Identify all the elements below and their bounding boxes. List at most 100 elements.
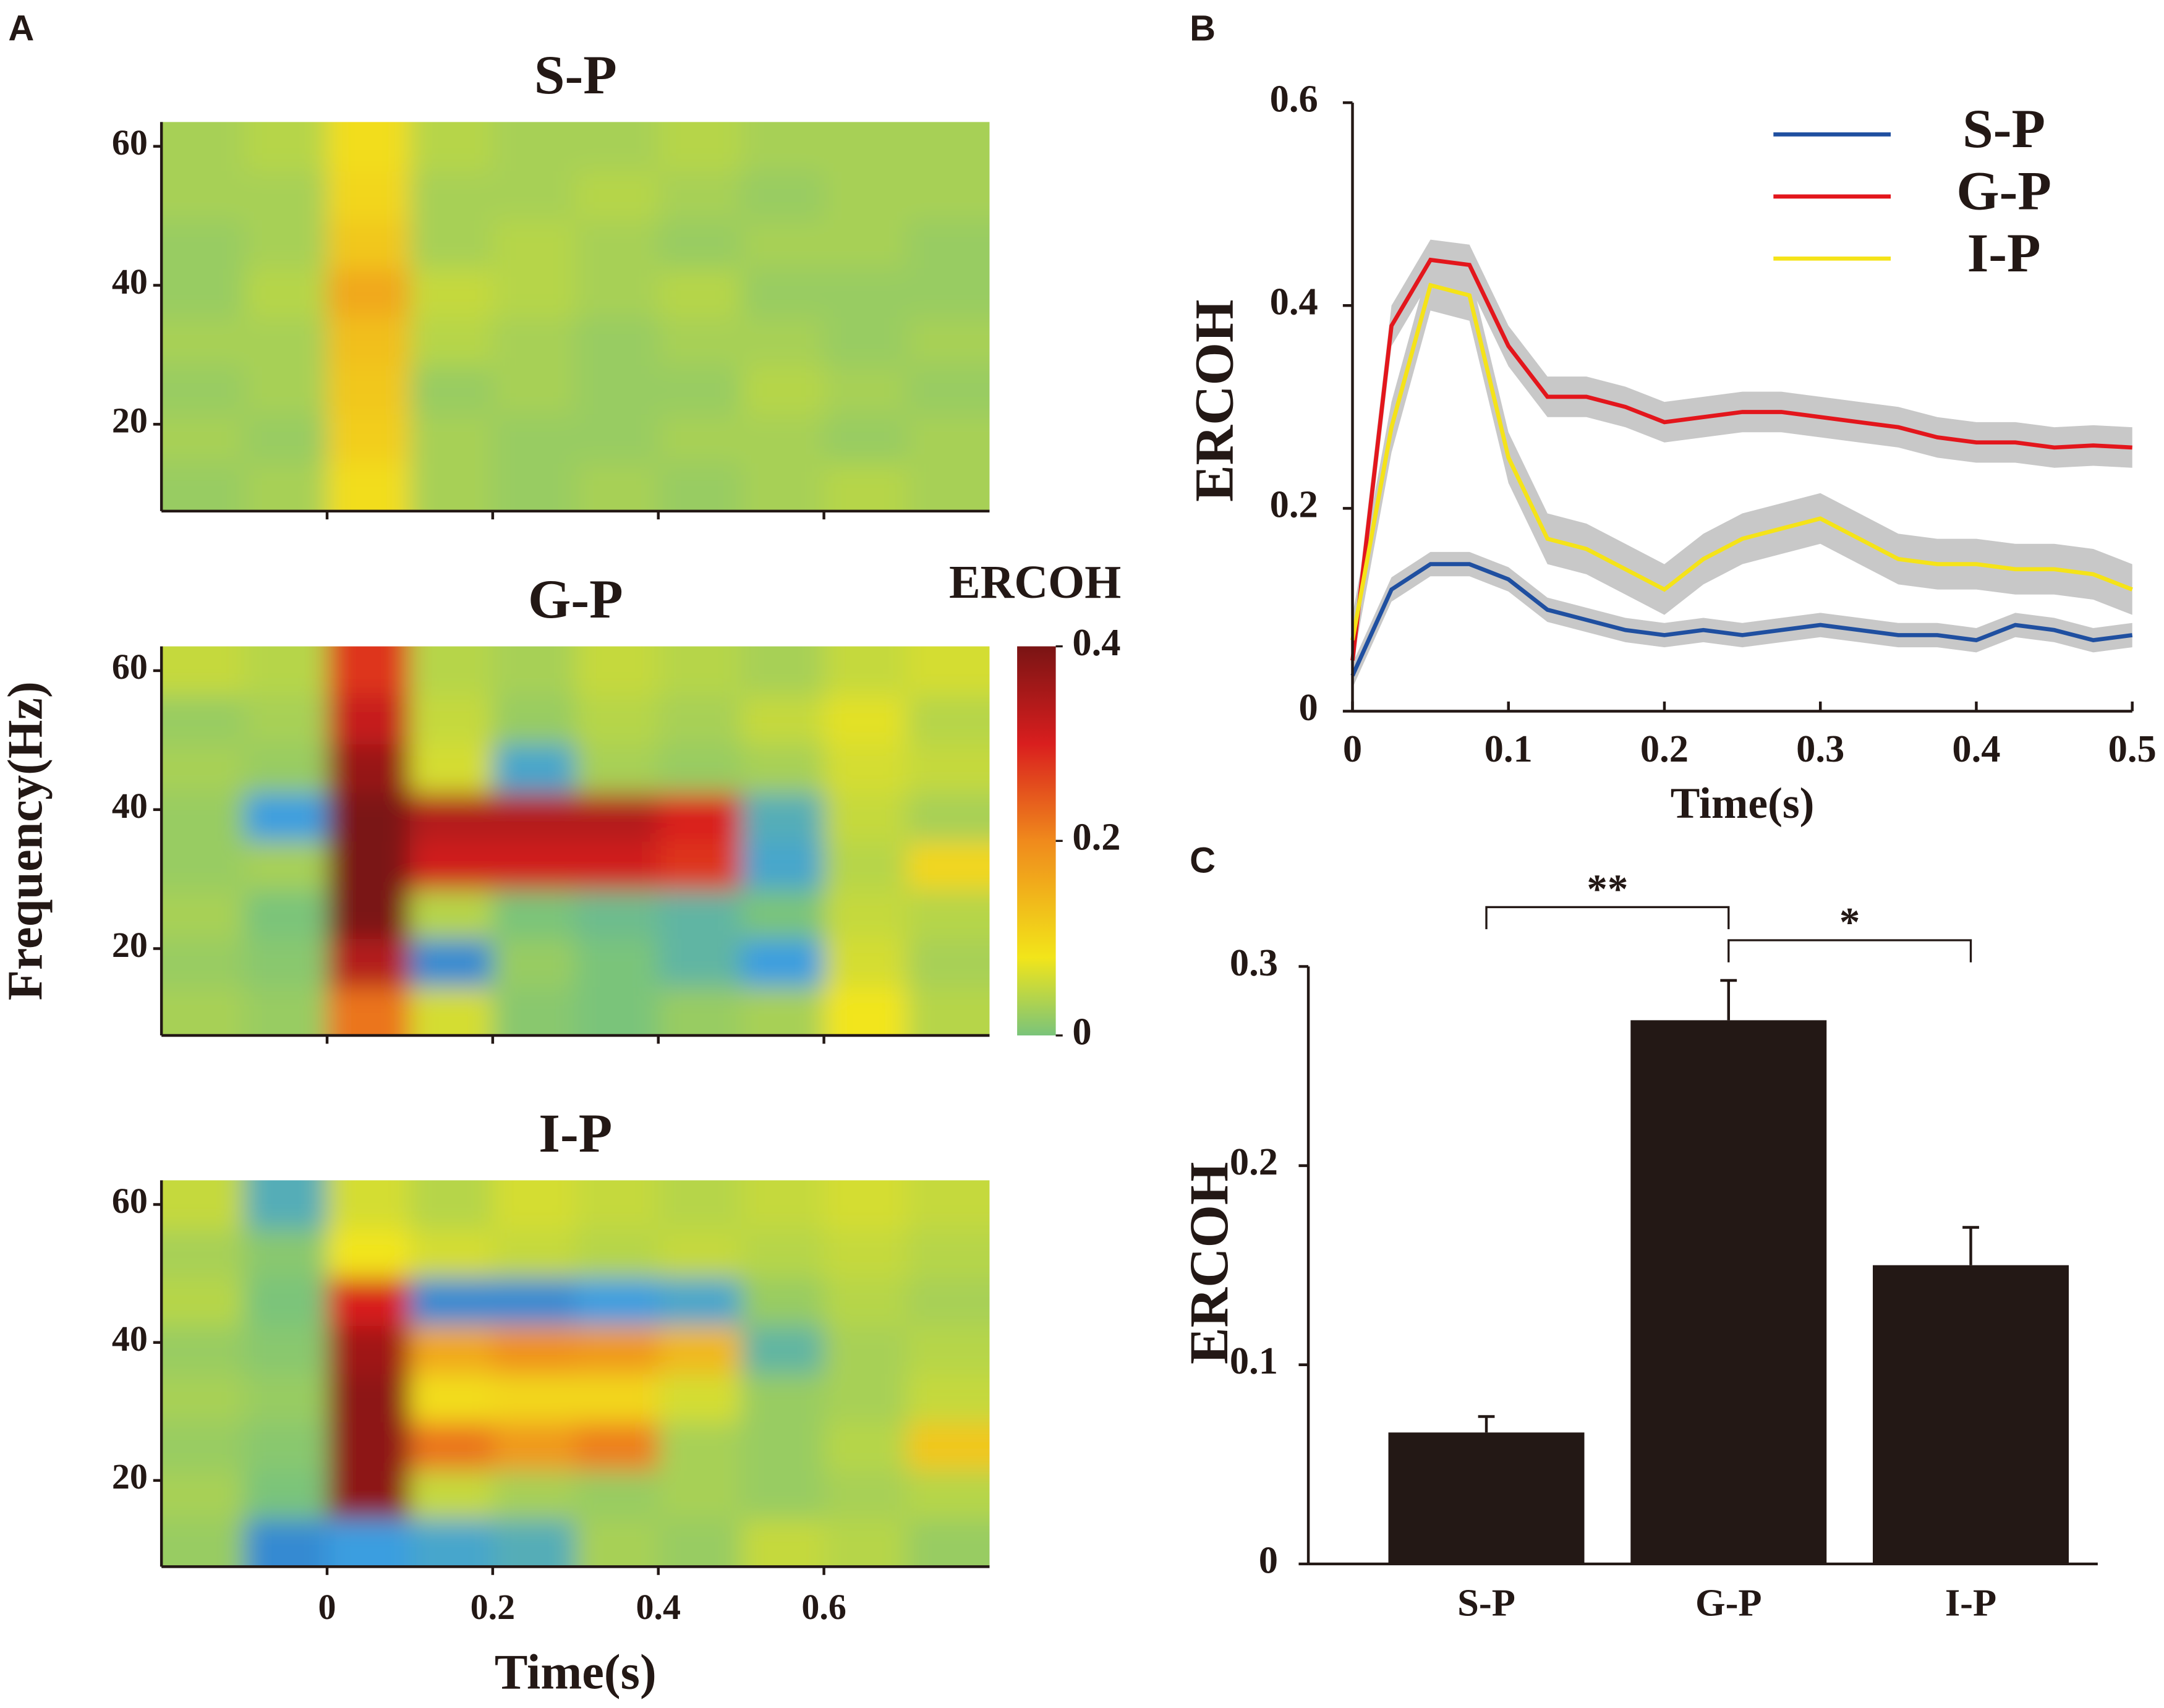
heatmap-cell — [244, 695, 328, 745]
y-tick-label: 40 — [112, 786, 148, 826]
heatmap-cell — [575, 695, 659, 745]
heatmap-cell — [327, 841, 411, 891]
heatmap-cell — [492, 743, 576, 793]
y-tick-label: 0 — [1298, 686, 1318, 729]
heatmap-cell — [906, 938, 990, 988]
heatmap-cell — [741, 987, 825, 1036]
heatmap-cell — [327, 938, 411, 988]
heatmap-cell — [824, 365, 908, 415]
heatmap-cell — [575, 268, 659, 318]
heatmap-cell — [658, 987, 742, 1036]
heatmap-cell — [658, 122, 742, 172]
heatmap-cell — [327, 317, 411, 366]
heatmap-cell — [575, 646, 659, 696]
heatmap-cell — [409, 646, 493, 696]
heatmap-cell — [741, 171, 825, 220]
heatmap-cell — [824, 1180, 908, 1230]
heatmap-cell — [161, 219, 245, 269]
heatmap-cell — [409, 268, 493, 318]
heatmap-cell — [492, 171, 576, 220]
heatmap-cell — [244, 1373, 328, 1423]
heatmap-cell — [327, 1373, 411, 1423]
heatmap-cell — [906, 462, 990, 511]
heatmap-cell — [824, 414, 908, 464]
heatmap-cell — [824, 171, 908, 220]
heatmap — [161, 122, 990, 511]
heatmap-cell — [327, 1470, 411, 1519]
heatmap — [161, 646, 990, 1036]
heatmap-cell — [409, 1228, 493, 1278]
heatmap-cell — [327, 414, 411, 464]
heatmap-cell — [575, 987, 659, 1036]
y-tick-label: 0.2 — [1230, 1140, 1278, 1183]
heatmap-cell — [409, 889, 493, 939]
heatmap-cell — [658, 1277, 742, 1326]
heatmap-cell — [409, 1325, 493, 1375]
x-tick-label: S-P — [1457, 1581, 1515, 1624]
colorbar-title: ERCOH — [949, 556, 1121, 608]
heatmap-cell — [327, 462, 411, 511]
heatmap-cell — [741, 122, 825, 172]
heatmap-cell — [741, 1277, 825, 1326]
heatmap-cell — [741, 646, 825, 696]
heatmap-cell — [575, 1470, 659, 1519]
x-tick-label: 0.3 — [1796, 727, 1844, 770]
heatmap-cell — [409, 1518, 493, 1567]
heatmap-cell — [244, 365, 328, 415]
heatmap-cell — [824, 695, 908, 745]
heatmap-title: I-P — [539, 1103, 612, 1164]
heatmap-cell — [492, 1228, 576, 1278]
panel-label: A — [8, 8, 34, 48]
heatmap-cell — [658, 1422, 742, 1471]
heatmap-cell — [409, 1470, 493, 1519]
heatmap-cell — [409, 1422, 493, 1471]
heatmap-cell — [492, 1422, 576, 1471]
heatmap-cells — [161, 1180, 990, 1567]
heatmap-cell — [824, 889, 908, 939]
heatmap-cell — [161, 792, 245, 842]
heatmap-cell — [244, 938, 328, 988]
heatmap-cell — [824, 1470, 908, 1519]
y-tick-label: 0.6 — [1270, 77, 1318, 120]
heatmap-cell — [575, 1228, 659, 1278]
heatmap-cell — [741, 268, 825, 318]
heatmap-cell — [741, 1180, 825, 1230]
bar — [1873, 1265, 2069, 1564]
x-tick-label: G-P — [1695, 1581, 1762, 1624]
heatmap-cells — [161, 646, 990, 1036]
heatmap-cell — [824, 317, 908, 366]
heatmap-cell — [161, 462, 245, 511]
line — [1350, 283, 2133, 641]
y-tick-label: 20 — [112, 401, 148, 441]
heatmap-cell — [824, 938, 908, 988]
heatmap-cell — [741, 792, 825, 842]
heatmap-cell — [409, 695, 493, 745]
heatmap-cell — [658, 841, 742, 891]
heatmap-cell — [244, 1422, 328, 1471]
heatmap-title: G-P — [528, 569, 623, 630]
y-tick-label: 40 — [112, 1319, 148, 1359]
heatmap-cell — [658, 938, 742, 988]
heatmap-cell — [906, 1373, 990, 1423]
heatmap-cell — [161, 987, 245, 1036]
heatmap-cell — [492, 414, 576, 464]
y-tick-label: 40 — [112, 261, 148, 302]
panel-label: C — [1190, 840, 1216, 880]
heatmap-cell — [244, 1470, 328, 1519]
heatmap-cell — [244, 171, 328, 220]
y-tick-label: 20 — [112, 1456, 148, 1497]
heatmap-cell — [492, 1180, 576, 1230]
heatmap-cell — [824, 268, 908, 318]
y-tick-label: 20 — [112, 925, 148, 965]
heatmap-cell — [409, 1373, 493, 1423]
heatmap-cell — [824, 743, 908, 793]
heatmap-cell — [658, 219, 742, 269]
heatmap-cell — [327, 987, 411, 1036]
heatmap-cell — [409, 171, 493, 220]
heatmap-cell — [409, 414, 493, 464]
heatmap-cell — [492, 365, 576, 415]
heatmap-cell — [906, 1518, 990, 1567]
heatmap-cell — [906, 317, 990, 366]
y-tick-label: 0.4 — [1270, 280, 1318, 323]
bar — [1630, 1020, 1827, 1564]
